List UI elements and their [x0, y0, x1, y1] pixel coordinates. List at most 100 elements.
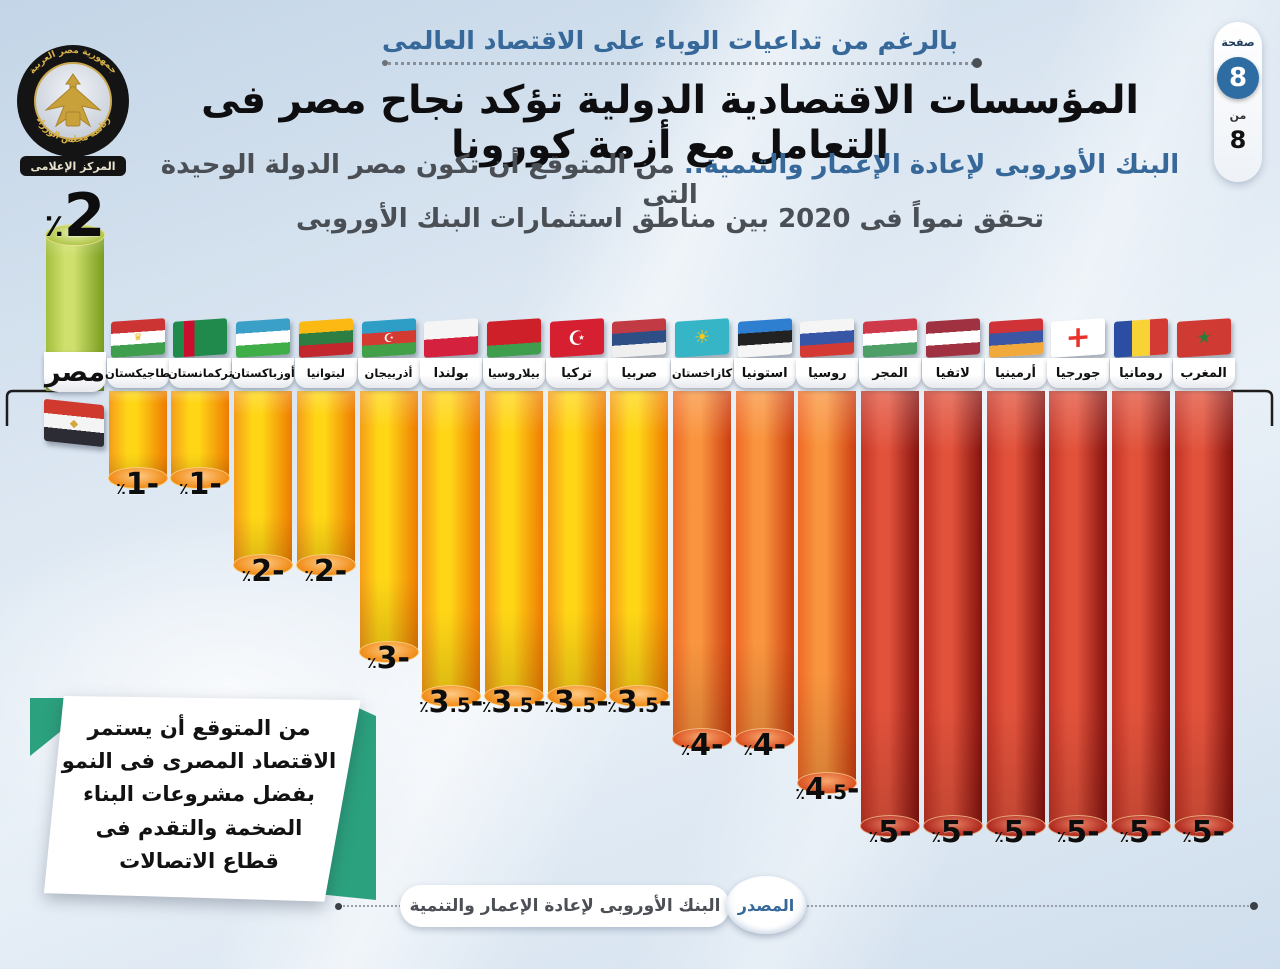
growth-value-label: ٪5- [994, 815, 1037, 850]
country-name-tab: أرمينيا [984, 358, 1047, 388]
bar-end-ellipse [985, 815, 1046, 837]
country-column: تركمانستان ٪1- [168, 0, 233, 900]
growth-value-label: ٪5- [931, 815, 975, 850]
dotted-divider [382, 58, 982, 68]
country-name-tab: رومانيا [1109, 358, 1172, 388]
growth-bar [1049, 391, 1108, 826]
bar-end-ellipse [295, 554, 356, 576]
growth-value-label: ٪3- [367, 641, 410, 676]
country-name-tab: جورجيا [1047, 358, 1110, 388]
page-of-label: من [1229, 109, 1247, 122]
page-title: المؤسسات الاقتصادية الدولية تؤكد نجاح مص… [201, 78, 1139, 168]
country-column: بولندا ٪3.5- [419, 0, 484, 900]
country-column: المجر ٪5- [859, 0, 922, 900]
bar-end-ellipse [797, 772, 858, 794]
government-logo: جمهورية مصر العربية رئاسة مجلس الوزراء ا… [8, 36, 138, 186]
growth-value-label: ٪5- [868, 815, 912, 850]
bar-end-ellipse [421, 685, 482, 707]
growth-bar [484, 391, 543, 696]
country-flag-icon: ☪ [549, 318, 604, 358]
country-column: كازاخستان ☀ ٪4- [671, 0, 733, 900]
growth-bar [547, 391, 606, 696]
country-flag-icon [1113, 318, 1168, 358]
country-name-tab: طاجيكستان [105, 358, 170, 388]
growth-bar [923, 391, 982, 826]
growth-bar [1174, 391, 1233, 826]
country-name-tab: تركيا [545, 358, 608, 388]
bar-end-ellipse [734, 728, 795, 750]
flag-emblem-icon: ☪ [567, 325, 586, 351]
growth-bar [986, 391, 1045, 826]
country-flag-icon [236, 318, 291, 358]
country-column: لاتفيا ٪5- [921, 0, 984, 900]
country-name-tab: لاتفيا [921, 358, 984, 388]
subtitle-line2: تحقق نمواً فى 2020 بين مناطق استثمارات ا… [295, 204, 1044, 234]
country-flag-icon [925, 318, 980, 358]
growth-value-label: ٪2 [44, 181, 106, 251]
growth-value-label: ٪3.5- [544, 685, 609, 720]
flag-emblem-icon: ☀ [693, 326, 711, 349]
bar-end-ellipse [1110, 815, 1171, 837]
country-flag-icon [486, 318, 541, 358]
growth-bar [673, 391, 731, 739]
growth-value-label: ٪1- [178, 467, 222, 502]
country-name-tab: المغرب [1172, 358, 1235, 388]
bar-end-ellipse [107, 467, 168, 489]
growth-value-label: ٪2- [304, 554, 348, 589]
subtitle-rest: من المتوقع أن تكون مصر الدولة الوحيدة ال… [160, 150, 698, 210]
growth-value-label: ٪5- [1182, 815, 1226, 850]
country-name-tab: تركمانستان [168, 358, 233, 388]
growth-bar [234, 391, 293, 565]
country-column: أوزباكستان ٪2- [231, 0, 295, 900]
country-flag-icon: ◆ [44, 398, 104, 448]
flag-emblem-icon: ☪ [383, 330, 394, 346]
growth-value-label: ٪3.5- [607, 685, 672, 720]
country-column: رومانيا ٪5- [1109, 0, 1172, 900]
country-column: جورجيا + ٪5- [1047, 0, 1110, 900]
note-box: من المتوقع أن يستمر الاقتصاد المصرى فى ا… [26, 692, 376, 910]
note-white-panel: من المتوقع أن يستمر الاقتصاد المصرى فى ا… [43, 696, 361, 902]
bar-end-ellipse [672, 728, 732, 750]
bar-end-ellipse [1173, 815, 1234, 837]
bar-end-ellipse [1048, 815, 1109, 837]
country-column: صربيا ٪3.5- [607, 0, 672, 900]
bar-end-ellipse [546, 685, 607, 707]
growth-value-label: ٪4.5- [795, 772, 860, 807]
country-flag-icon: ☪ [361, 318, 416, 358]
flag-emblem-icon: ♛ [133, 331, 143, 344]
country-flag-icon [863, 318, 918, 358]
bar-end-ellipse [860, 815, 921, 837]
growth-bar [296, 391, 355, 565]
bar-end-ellipse [45, 224, 105, 246]
country-name-tab: استونيا [733, 358, 796, 388]
growth-bar [171, 391, 230, 478]
flag-emblem-icon: ◆ [69, 416, 79, 430]
kicker-text: بالرغم من تداعيات الوباء على الاقتصاد ال… [381, 26, 959, 55]
growth-value-label: ٪2- [241, 554, 285, 589]
growth-bar [422, 391, 481, 696]
growth-value-label: ٪5- [1119, 815, 1163, 850]
country-column: استونيا ٪4- [733, 0, 796, 900]
country-name-tab: صربيا [608, 358, 671, 388]
country-column: بيلاروسيا ٪3.5- [482, 0, 546, 900]
country-name-tab: أذربيجان [357, 358, 420, 388]
growth-value-label: ٪4- [680, 728, 724, 763]
growth-value-label: ٪1- [116, 467, 160, 502]
country-name-tab: مصر [44, 352, 106, 392]
country-flag-icon [173, 318, 228, 358]
bar-end-ellipse [609, 685, 670, 707]
growth-bar [735, 391, 794, 739]
country-flag-icon [612, 318, 667, 358]
egypt-coat-of-arms-icon: جمهورية مصر العربية رئاسة مجلس الوزراء ا… [17, 45, 129, 176]
svg-text:المركز الإعلامى: المركز الإعلامى [31, 160, 116, 173]
country-flag-icon: ☀ [675, 318, 729, 358]
growth-bar [610, 391, 669, 696]
source-label-circle: المصدر [726, 876, 806, 934]
page-label: صفحة [1221, 36, 1255, 49]
country-flag-icon [424, 318, 479, 358]
country-flag-icon: + [1051, 318, 1106, 358]
growth-value-label: ٪3.5- [419, 685, 484, 720]
country-column: أذربيجان ☪ ٪3- [357, 0, 420, 900]
